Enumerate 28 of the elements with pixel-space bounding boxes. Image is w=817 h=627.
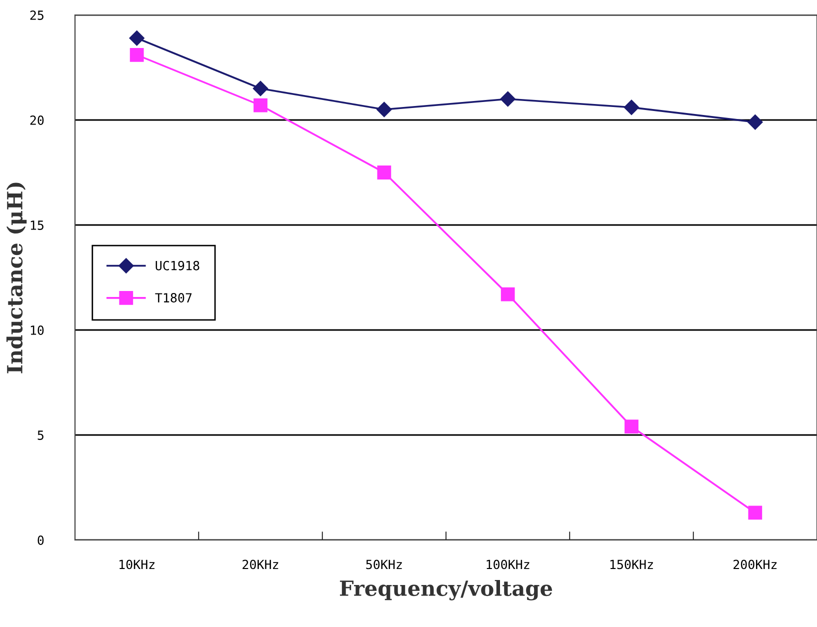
point	[748, 114, 763, 130]
point	[130, 48, 144, 62]
point	[624, 420, 638, 434]
x-axis-title: Frequency/voltage	[340, 580, 552, 600]
point	[748, 506, 762, 520]
y-tick-label: 15	[30, 220, 44, 230]
x-tick-label: 50KHz	[366, 560, 402, 570]
legend-label: UC1918	[156, 260, 200, 270]
y-tick-label: 25	[30, 10, 44, 20]
point	[377, 166, 392, 180]
point	[129, 30, 144, 46]
y-tick-label: 5	[38, 430, 44, 440]
point	[254, 98, 268, 112]
x-tick-label: 100KHz	[486, 560, 530, 570]
x-tick-label: 150KHz	[610, 560, 653, 570]
point	[624, 100, 640, 115]
point	[252, 80, 268, 96]
x-tick-label: 200KHz	[734, 560, 777, 570]
point	[500, 91, 516, 107]
y-tick-label: 10	[30, 326, 44, 335]
y-axis-title: Inductance (μH)	[6, 182, 27, 374]
point	[376, 102, 392, 118]
y-tick-label: 0	[38, 536, 44, 545]
legend-label: T1807	[155, 293, 192, 302]
x-tick-label: 20KHz	[242, 560, 278, 570]
y-tick-label: 20	[30, 116, 44, 125]
x-tick-label: 10KHz	[120, 560, 154, 570]
point	[500, 287, 515, 302]
